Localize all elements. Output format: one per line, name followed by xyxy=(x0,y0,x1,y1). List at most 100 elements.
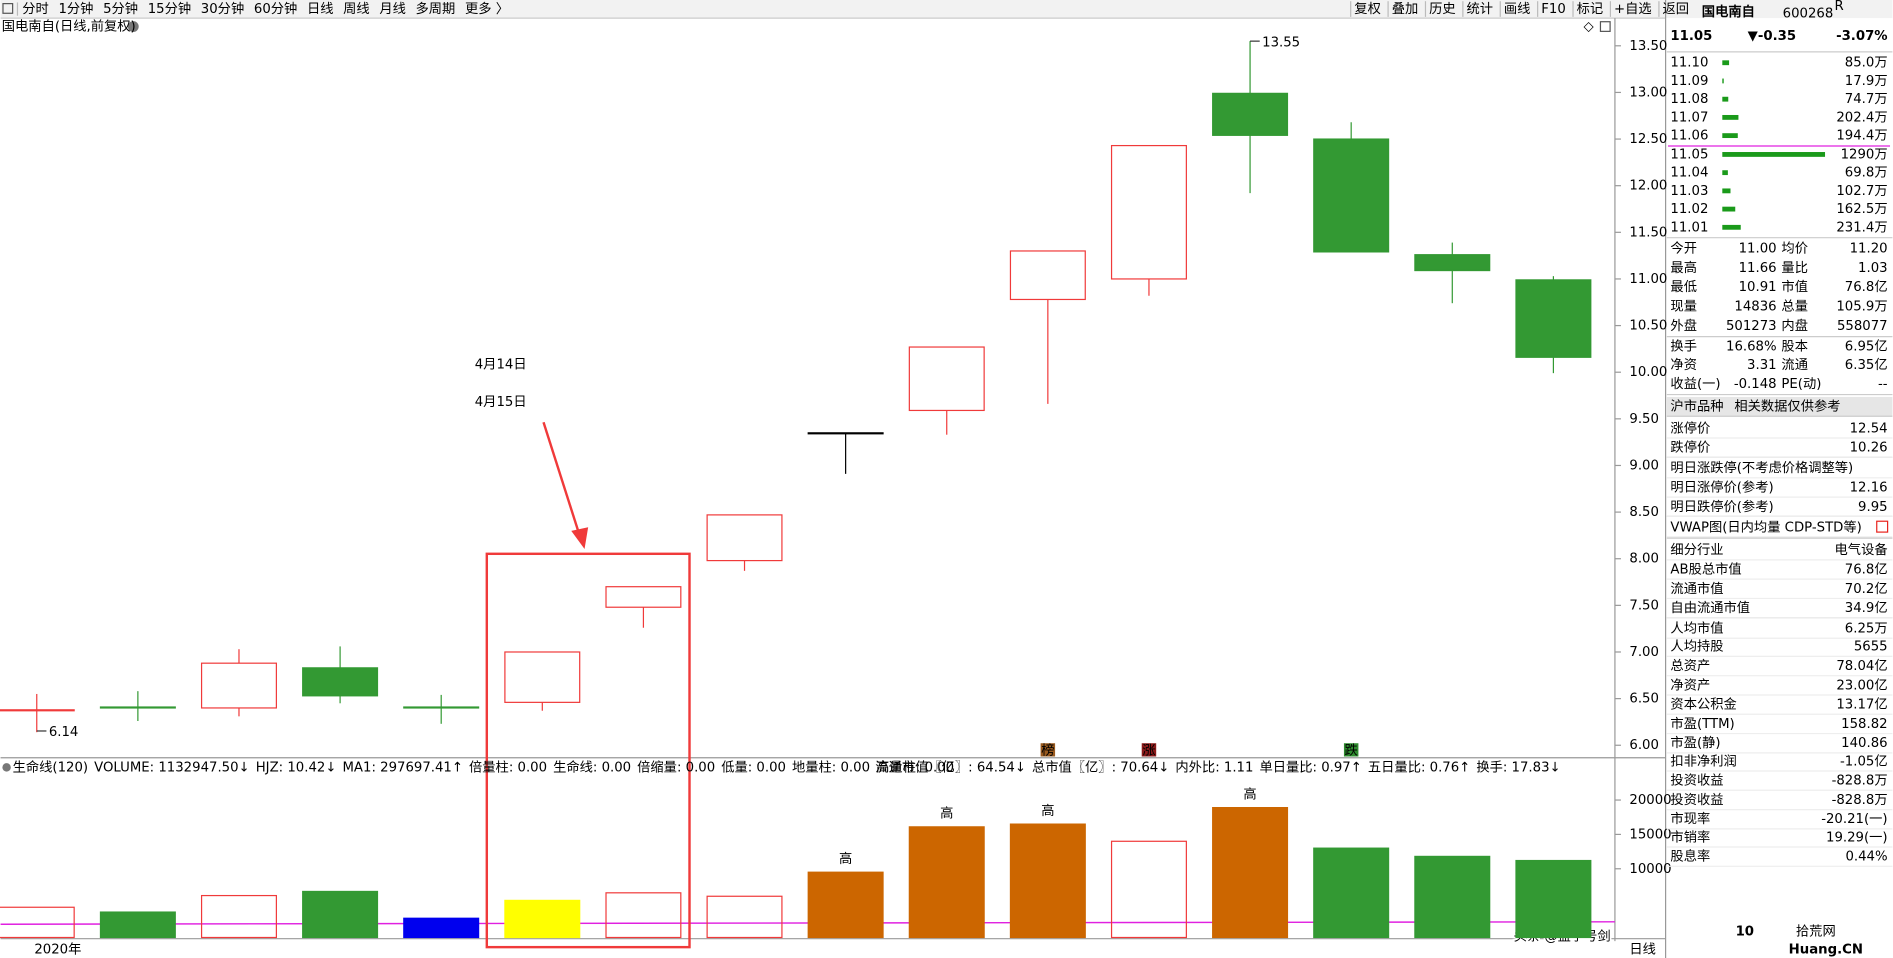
bar-label: 高 xyxy=(1041,802,1054,819)
chart-title: 国电南自(日线,前复权) xyxy=(2,18,136,35)
watermark-site: 拾荒网 xyxy=(1796,923,1836,939)
notice: 相关数据仅供参考 xyxy=(1734,398,1840,415)
period-label: 日线 xyxy=(1629,942,1656,958)
row-label: 市现率 xyxy=(1670,810,1710,827)
candle-body xyxy=(1009,250,1086,301)
stat-value: 3.31 xyxy=(1747,358,1777,373)
order-price: 11.05 xyxy=(1670,147,1708,162)
tool-button[interactable]: 标记 xyxy=(1577,1,1604,17)
stat-value: 6.35亿 xyxy=(1845,357,1888,373)
row-label: 自由流通市值 xyxy=(1670,599,1750,616)
tool-button[interactable]: 叠加 xyxy=(1392,1,1419,17)
tab[interactable]: 5分钟 xyxy=(103,0,138,17)
tab[interactable]: 30分钟 xyxy=(201,0,244,17)
order-volume-bar xyxy=(1722,96,1729,102)
y-tick-label: 13.00 xyxy=(1629,85,1667,100)
y-tick-label: 9.50 xyxy=(1629,412,1659,427)
row-label: 细分行业 xyxy=(1670,542,1723,558)
candle-body xyxy=(1212,92,1289,136)
watermark-logo: 10 xyxy=(1736,924,1754,939)
row-value: 23.00亿 xyxy=(1836,677,1887,693)
tool-button[interactable]: 返回 xyxy=(1663,1,1690,17)
tab[interactable]: 60分钟 xyxy=(254,0,297,17)
stat-label: 均价 xyxy=(1781,241,1808,257)
row-value: 5655 xyxy=(1854,640,1888,655)
tool-button[interactable]: F10 xyxy=(1541,2,1566,17)
stat-value: 105.9万 xyxy=(1836,299,1887,314)
volume-bar xyxy=(0,906,75,939)
order-price: 11.01 xyxy=(1670,220,1708,235)
price-change: ▼-0.35 xyxy=(1748,29,1796,44)
vwap-icon[interactable] xyxy=(1876,520,1889,533)
stat-value: 11.20 xyxy=(1850,242,1888,257)
volume-bar xyxy=(908,826,985,939)
tool-button[interactable]: 复权 xyxy=(1354,0,1381,17)
row-label: 总资产 xyxy=(1670,658,1710,674)
row-label: AB股总市值 xyxy=(1670,560,1741,577)
tool-button[interactable]: 历史 xyxy=(1429,1,1456,17)
price: 11.05 xyxy=(1670,29,1712,44)
row-value: 34.9亿 xyxy=(1845,600,1888,616)
signal: 跌 xyxy=(1345,742,1358,758)
row-label: 明日跌停价(参考) xyxy=(1670,498,1773,515)
row-value: 0.44% xyxy=(1845,850,1887,865)
row-value: 12.16 xyxy=(1850,480,1888,495)
legend-icon[interactable] xyxy=(2,763,11,772)
order-price: 11.07 xyxy=(1670,110,1708,125)
y-tick-label: 11.00 xyxy=(1629,272,1667,287)
order-price: 11.09 xyxy=(1670,74,1708,89)
tab[interactable]: 日线 xyxy=(307,1,334,17)
row-label: 市盈(静) xyxy=(1670,734,1720,751)
window-icon[interactable] xyxy=(1599,21,1611,32)
watermark-url: Huang.CN xyxy=(1789,943,1863,958)
legend-item: 流通市值〖亿〗: 64.54↓ xyxy=(875,758,1026,775)
y-tick-label: 7.00 xyxy=(1629,645,1659,660)
tab[interactable]: 更多 〉 xyxy=(465,0,509,17)
notice-bg xyxy=(1666,396,1893,417)
stat-label: 流通 xyxy=(1781,357,1808,373)
order-price: 11.03 xyxy=(1670,184,1708,199)
bar-label: 高 xyxy=(1243,785,1256,802)
row-label: 明日涨停价(参考) xyxy=(1670,478,1773,495)
row-value: 9.95 xyxy=(1858,500,1888,515)
tab[interactable]: 月线 xyxy=(379,1,406,17)
candle-body xyxy=(1414,254,1491,272)
y-tick-label: 10.50 xyxy=(1629,319,1667,334)
legend-item: 倍量柱: 0.00 xyxy=(469,759,547,775)
order-volume-bar xyxy=(1722,152,1826,157)
settings-icon[interactable] xyxy=(127,21,139,32)
menu-icon[interactable] xyxy=(2,3,14,14)
order-volume: 102.7万 xyxy=(1836,184,1887,199)
toolbar-bg xyxy=(0,0,1893,19)
tab[interactable]: 多周期 xyxy=(416,0,456,17)
tab[interactable]: 15分钟 xyxy=(148,0,191,17)
signal-box xyxy=(1343,743,1359,757)
tab[interactable]: 分时 xyxy=(22,1,49,17)
order-volume-bar xyxy=(1722,224,1741,230)
signal-box xyxy=(1141,743,1157,757)
tool-button[interactable]: 画线 xyxy=(1504,1,1531,17)
tool-button[interactable]: 统计 xyxy=(1466,1,1493,17)
legend-item: 地量柱: 0.00 xyxy=(792,759,870,775)
order-volume: 194.4万 xyxy=(1836,129,1887,144)
order-volume-bar xyxy=(1722,114,1739,120)
row-label: 流通市值 xyxy=(1670,580,1723,597)
stat-value: 76.8亿 xyxy=(1845,279,1888,295)
tab[interactable]: 周线 xyxy=(343,1,370,17)
y-tick-label: 11.50 xyxy=(1629,225,1667,240)
volume-bar xyxy=(807,871,884,939)
arrow-shaft xyxy=(542,421,581,537)
candle-body xyxy=(807,432,884,435)
candle-body xyxy=(1515,279,1592,358)
diamond-icon[interactable]: ◇ xyxy=(1584,20,1595,35)
volume-bar xyxy=(99,911,176,939)
signal: 涨 xyxy=(1142,742,1155,758)
tool-button[interactable]: +自选 xyxy=(1614,1,1652,17)
legend-item: 倍缩量: 0.00 xyxy=(637,759,715,775)
row-label: 市销率 xyxy=(1670,828,1710,845)
row-value: 158.82 xyxy=(1841,717,1887,732)
tab[interactable]: 1分钟 xyxy=(58,0,93,17)
order-volume: 231.4万 xyxy=(1836,220,1887,235)
legend-item: 高量柱: 0.00 xyxy=(876,758,954,775)
